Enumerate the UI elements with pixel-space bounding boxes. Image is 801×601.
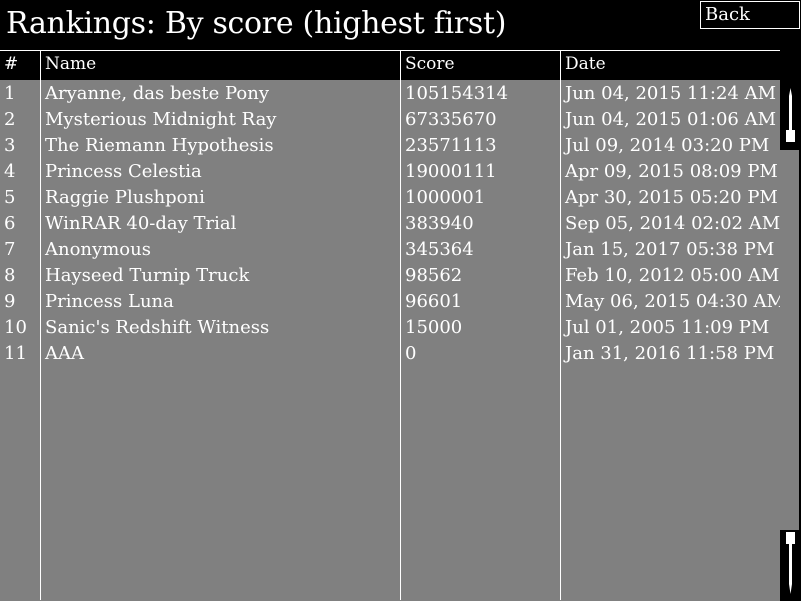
table-cell-name[interactable]: Sanic's Redshift Witness: [45, 317, 270, 338]
column-body-name: Aryanne, das beste Pony Mysterious Midnig…: [41, 80, 401, 601]
table-cell-name[interactable]: Anonymous: [45, 239, 151, 260]
table-cell-score: 23571113: [405, 135, 497, 156]
table-cell-rank: 7: [4, 239, 16, 260]
vertical-scrollbar[interactable]: [780, 80, 801, 600]
column-body-date: Jun 04, 2015 11:24 AM Jun 04, 2015 01:06 …: [561, 80, 780, 601]
table-cell-score: 105154314: [405, 83, 509, 104]
table-cell-name[interactable]: Mysterious Midnight Ray: [45, 109, 277, 130]
table-cell-date: Jun 04, 2015 01:06 AM: [565, 109, 777, 130]
table-cell-score: 67335670: [405, 109, 497, 130]
table-cell-rank: 9: [4, 291, 16, 312]
column-rank: # 1 2 3 4 5 6 7 8 9 10 11: [0, 50, 41, 601]
table-cell-score: 96601: [405, 291, 463, 312]
table-cell-date: Jan 15, 2017 05:38 PM: [565, 239, 775, 260]
table-cell-score: 1000001: [405, 187, 486, 208]
table-cell-date: Sep 05, 2014 02:02 AM: [565, 213, 780, 234]
table-cell-score: 15000: [405, 317, 463, 338]
table-cell-date: Feb 10, 2012 05:00 AM: [565, 265, 780, 286]
scroll-track[interactable]: [780, 150, 799, 530]
table-cell-rank: 10: [4, 317, 27, 338]
table-cell-score: 0: [405, 343, 417, 364]
table-cell-rank: 6: [4, 213, 16, 234]
scroll-up-arrow-icon: [786, 88, 795, 142]
scroll-up-button[interactable]: [780, 80, 801, 150]
scroll-down-button[interactable]: [780, 530, 801, 600]
column-body-rank: 1 2 3 4 5 6 7 8 9 10 11: [0, 80, 41, 601]
table-cell-score: 98562: [405, 265, 463, 286]
back-button[interactable]: Back: [700, 1, 800, 29]
column-name: Name Aryanne, das beste Pony Mysterious M…: [40, 50, 401, 601]
table-cell-name[interactable]: Princess Luna: [45, 291, 174, 312]
table-cell-score: 19000111: [405, 161, 497, 182]
table-cell-rank: 2: [4, 109, 16, 130]
table-cell-name[interactable]: Raggie Plushponi: [45, 187, 205, 208]
table-cell-rank: 11: [4, 343, 27, 364]
table-cell-date: Apr 30, 2015 05:20 PM: [565, 187, 778, 208]
column-date: Date Jun 04, 2015 11:24 AM Jun 04, 2015 0…: [560, 50, 780, 601]
column-header-rank[interactable]: #: [0, 50, 41, 80]
table-cell-name[interactable]: Hayseed Turnip Truck: [45, 265, 250, 286]
table-cell-date: Jan 31, 2016 11:58 PM: [565, 343, 775, 364]
column-header-name[interactable]: Name: [41, 50, 401, 80]
table-cell-rank: 4: [4, 161, 16, 182]
table-cell-rank: 8: [4, 265, 16, 286]
table-cell-name[interactable]: Aryanne, das beste Pony: [45, 83, 269, 104]
scroll-down-arrow-icon: [786, 532, 795, 594]
table-cell-name[interactable]: WinRAR 40-day Trial: [45, 213, 237, 234]
table-cell-date: Jul 09, 2014 03:20 PM: [565, 135, 770, 156]
table-cell-rank: 1: [4, 83, 16, 104]
table-cell-date: Jul 01, 2005 11:09 PM: [565, 317, 770, 338]
table-cell-score: 383940: [405, 213, 474, 234]
table-cell-rank: 3: [4, 135, 16, 156]
page-title: Rankings: By score (highest first): [6, 6, 507, 41]
table-cell-date: Apr 09, 2015 08:09 PM: [565, 161, 778, 182]
table-cell-name[interactable]: The Riemann Hypothesis: [45, 135, 274, 156]
column-header-date[interactable]: Date: [561, 50, 780, 80]
column-header-score[interactable]: Score: [401, 50, 561, 80]
rankings-table: # 1 2 3 4 5 6 7 8 9 10 11 Name Aryanne, das beste …: [0, 50, 780, 601]
table-cell-name[interactable]: Princess Celestia: [45, 161, 202, 182]
column-body-score: 105154314 67335670 23571113 19000111 1000001…: [401, 80, 561, 601]
title-bar: Rankings: By score (highest first) Back: [0, 0, 801, 50]
table-cell-date: May 06, 2015 04:30 AM: [565, 291, 780, 312]
table-cell-date: Jun 04, 2015 11:24 AM: [565, 83, 777, 104]
table-cell-score: 345364: [405, 239, 474, 260]
column-score: Score 105154314 67335670 23571113 19000111 1…: [400, 50, 561, 601]
table-cell-name[interactable]: AAA: [45, 343, 84, 364]
table-cell-rank: 5: [4, 187, 16, 208]
